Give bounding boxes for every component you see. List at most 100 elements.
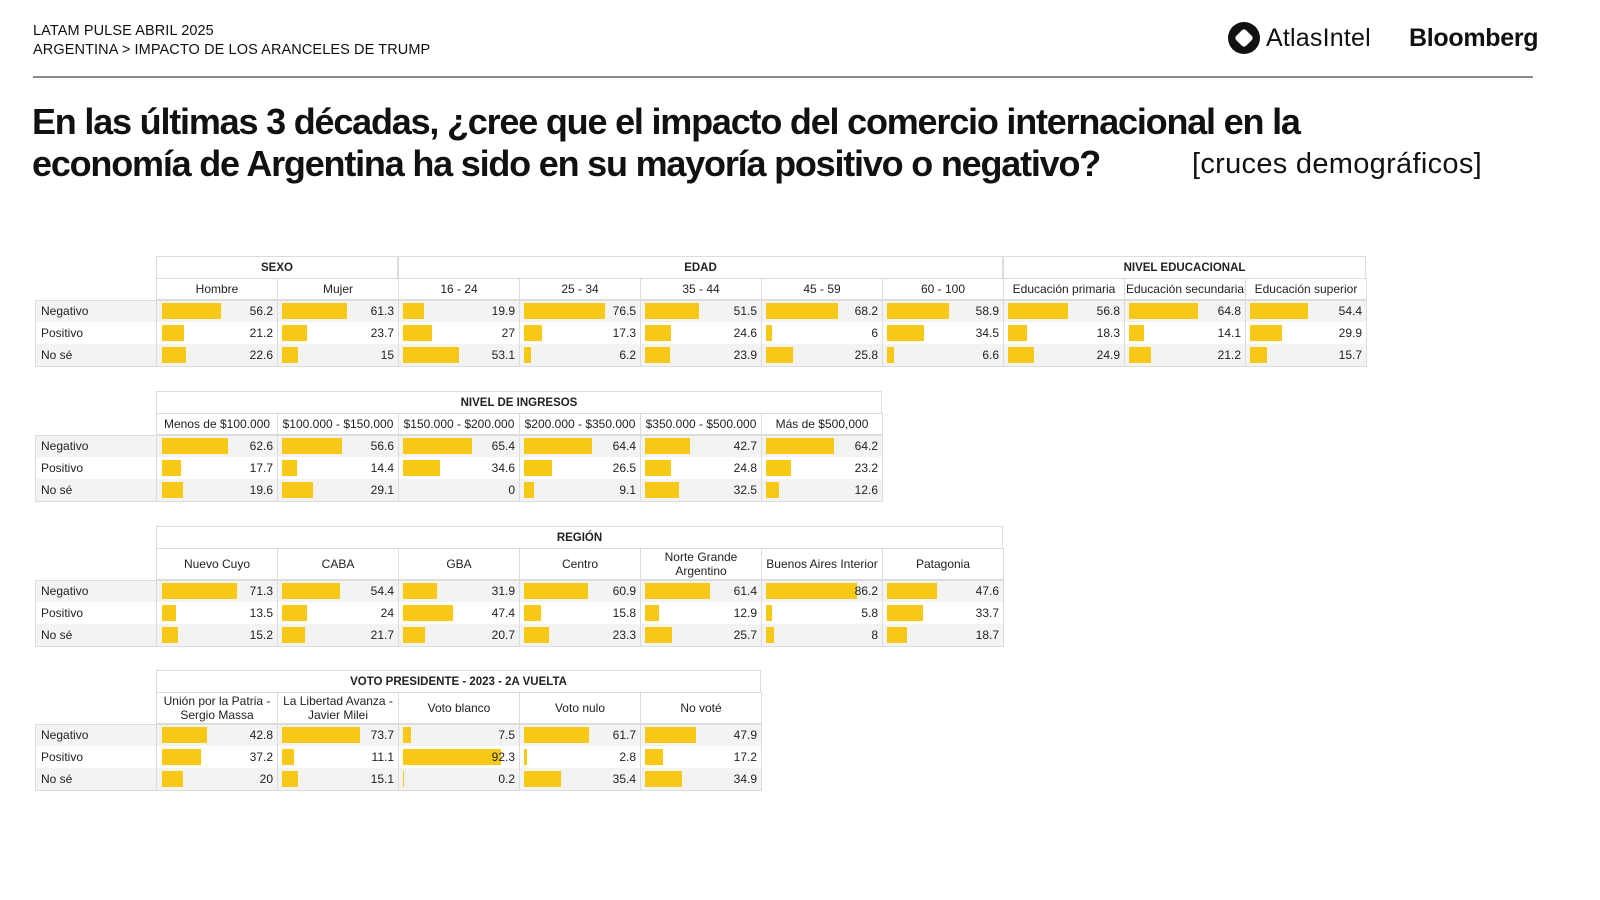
data-cell: 34.6: [398, 457, 520, 479]
column-header: La Libertad Avanza - Javier Milei: [277, 692, 399, 724]
data-value: 25.7: [733, 628, 757, 642]
data-cell: 6.2: [519, 344, 641, 366]
data-bar: [282, 727, 360, 743]
data-bar: [162, 583, 238, 599]
data-cell: 14.4: [277, 457, 399, 479]
column-header: Nuevo Cuyo: [156, 548, 278, 580]
data-cell: 19.6: [156, 479, 278, 501]
data-cell: 21.2: [1124, 344, 1246, 366]
data-value: 14.4: [370, 461, 394, 475]
data-value: 24: [380, 606, 394, 620]
data-bar: [403, 303, 425, 319]
data-bar: [887, 325, 924, 341]
data-bar: [766, 347, 794, 363]
data-value: 42.7: [733, 439, 757, 453]
column-header: $350.000 - $500.000: [640, 413, 762, 435]
data-value: 19.9: [491, 304, 515, 318]
column-header: Educación superior: [1245, 278, 1367, 300]
row-label: Negativo: [35, 724, 157, 746]
column-header-label: $150.000 - $200.000: [403, 417, 515, 431]
column-header: Educación primaria: [1003, 278, 1125, 300]
data-value: 0.2: [498, 772, 515, 786]
data-cell: 15.8: [519, 602, 641, 624]
data-cell: 24.9: [1003, 344, 1125, 366]
data-bar: [645, 771, 682, 787]
column-header: 25 - 34: [519, 278, 641, 300]
data-cell: 12.9: [640, 602, 762, 624]
data-value: 37.2: [249, 750, 273, 764]
data-cell: 17.7: [156, 457, 278, 479]
data-value: 6.2: [619, 348, 636, 362]
data-value: 11.1: [371, 750, 394, 764]
data-value: 29.1: [370, 483, 394, 497]
data-bar: [282, 749, 294, 765]
data-value: 27: [501, 326, 515, 340]
column-header-label: Nuevo Cuyo: [183, 557, 251, 571]
data-cell: 23.9: [640, 344, 762, 366]
column-header-label: Unión por la Patria - Sergio Massa: [163, 694, 271, 722]
data-value: 22.6: [249, 348, 273, 362]
column-header-label: CABA: [321, 557, 355, 571]
data-cell: 58.9: [882, 300, 1004, 322]
data-bar: [1129, 325, 1144, 341]
data-bar: [1129, 347, 1152, 363]
data-bar: [766, 605, 773, 621]
data-value: 25.8: [854, 348, 878, 362]
column-header: $150.000 - $200.000: [398, 413, 520, 435]
data-bar: [1250, 347, 1267, 363]
column-header-label: Hombre: [195, 282, 239, 296]
data-cell: 19.9: [398, 300, 520, 322]
group-header: NIVEL DE INGRESOS: [156, 391, 882, 413]
data-value: 23.9: [733, 348, 757, 362]
column-header-label: Centro: [561, 557, 599, 571]
data-value: 12.9: [733, 606, 757, 620]
data-bar: [766, 583, 858, 599]
data-value: 15.7: [1338, 348, 1362, 362]
data-bar: [162, 438, 229, 454]
data-value: 54.4: [1338, 304, 1362, 318]
data-value: 15.2: [249, 628, 273, 642]
column-header: Buenos Aires Interior: [761, 548, 883, 580]
row-label: Positivo: [35, 457, 157, 479]
data-value: 17.2: [733, 750, 757, 764]
data-cell: 54.4: [1245, 300, 1367, 322]
data-value: 23.2: [854, 461, 878, 475]
column-header-label: Buenos Aires Interior: [766, 557, 878, 571]
data-bar: [766, 438, 834, 454]
data-bar: [766, 482, 780, 498]
data-value: 34.6: [491, 461, 515, 475]
row-label: No sé: [35, 479, 157, 501]
data-value: 13.5: [249, 606, 273, 620]
data-bar: [766, 303, 839, 319]
data-cell: 15: [277, 344, 399, 366]
column-header-label: 60 - 100: [920, 282, 966, 296]
row-label: Negativo: [35, 580, 157, 602]
data-value: 21.7: [370, 628, 394, 642]
column-header: CABA: [277, 548, 399, 580]
data-bar: [645, 627, 673, 643]
data-bar: [524, 605, 541, 621]
group-header: VOTO PRESIDENTE - 2023 - 2A VUELTA: [156, 670, 761, 692]
row-label: Positivo: [35, 602, 157, 624]
data-cell: 20: [156, 768, 278, 790]
data-value: 6: [871, 326, 878, 340]
header-breadcrumb: LATAM PULSE ABRIL 2025 ARGENTINA > IMPAC…: [33, 22, 430, 60]
data-cell: 47.9: [640, 724, 762, 746]
data-bar: [403, 347, 460, 363]
data-cell: 13.5: [156, 602, 278, 624]
data-cell: 27: [398, 322, 520, 344]
data-cell: 86.2: [761, 580, 883, 602]
data-cell: 12.6: [761, 479, 883, 501]
data-bar: [645, 583, 710, 599]
data-bar: [403, 583, 437, 599]
data-cell: 56.6: [277, 435, 399, 457]
data-bar: [282, 347, 298, 363]
data-value: 56.2: [249, 304, 273, 318]
column-header: Menos de $100.000: [156, 413, 278, 435]
data-bar: [645, 727, 696, 743]
data-bar: [162, 749, 202, 765]
data-bar: [282, 325, 308, 341]
data-bar: [162, 347, 186, 363]
data-value: 17.3: [612, 326, 636, 340]
data-value: 64.4: [612, 439, 636, 453]
